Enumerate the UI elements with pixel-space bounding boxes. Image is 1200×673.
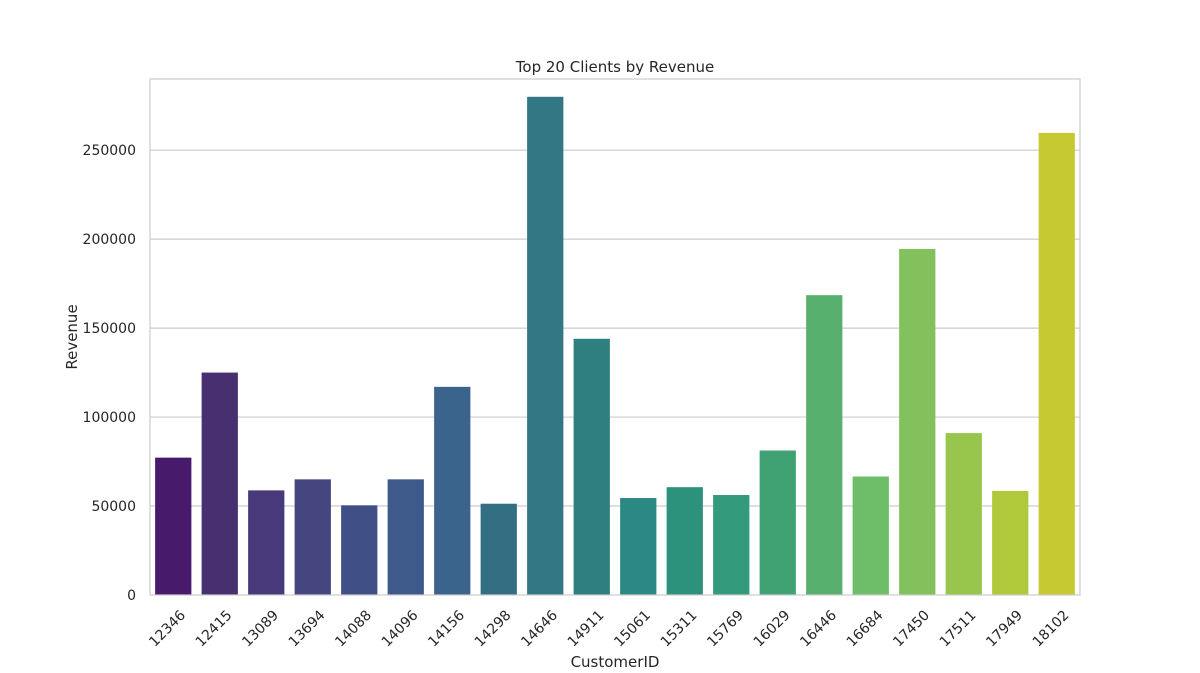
x-tick-label: 14911: [565, 607, 608, 650]
x-tick-label: 16029: [751, 607, 794, 650]
bar-14096: [387, 479, 424, 595]
x-axis-ticks: 12346 12415 13089 13694 14088 14096 14156 14298…: [146, 607, 1072, 650]
y-tick-label: 200000: [83, 232, 136, 248]
x-tick-label: 12415: [193, 607, 236, 650]
bar-15311: [666, 487, 703, 595]
gridlines: [150, 149, 1080, 507]
bar-14088: [341, 505, 378, 595]
x-tick-label: 14088: [332, 607, 375, 650]
plot-frame: [149, 78, 1081, 596]
bar-17949: [992, 490, 1029, 595]
bar-15061: [620, 498, 657, 595]
bar-14911: [573, 338, 610, 595]
y-tick-label: 150000: [83, 321, 136, 337]
x-tick-label: 15311: [658, 607, 701, 650]
x-tick-label: 14156: [425, 607, 468, 650]
bar-14646: [527, 96, 564, 596]
x-tick-label: 13089: [239, 607, 282, 650]
x-tick-label: 17949: [983, 607, 1026, 650]
bar-13694: [294, 479, 331, 595]
x-tick-label: 18102: [1030, 607, 1073, 650]
y-tick-label: 50000: [91, 499, 136, 515]
bar-16446: [806, 295, 843, 595]
bar-18102: [1038, 132, 1075, 596]
bar-12346: [155, 457, 192, 595]
bar-17450: [899, 248, 936, 595]
x-tick-label: 14096: [379, 607, 422, 650]
bar-16684: [852, 476, 889, 595]
x-tick-label: 14298: [472, 607, 515, 650]
bar-16029: [759, 450, 796, 595]
x-tick-label: 16684: [844, 607, 887, 650]
bar-17511: [945, 433, 982, 595]
x-axis-label: CustomerID: [571, 653, 660, 669]
bar-14298: [480, 503, 517, 595]
bar-12415: [201, 372, 238, 595]
bar-15769: [713, 495, 750, 595]
x-tick-label: 15061: [611, 607, 654, 650]
x-tick-label: 17450: [890, 607, 933, 650]
bar-13089: [248, 490, 285, 595]
y-tick-label: 100000: [83, 410, 136, 426]
bar-14156: [434, 386, 471, 595]
x-tick-label: 14646: [518, 607, 561, 650]
y-axis-ticks: 0 50000 100000 150000 200000 250000: [83, 143, 136, 604]
x-tick-label: 16446: [797, 607, 840, 650]
bars: [155, 96, 1075, 596]
x-tick-label: 15769: [704, 607, 747, 650]
x-tick-label: 17511: [937, 607, 980, 650]
y-axis-label: Revenue: [63, 304, 81, 369]
chart-title: Top 20 Clients by Revenue: [515, 58, 714, 76]
x-tick-label: 13694: [286, 607, 329, 650]
y-tick-label: 0: [127, 588, 136, 604]
x-tick-label: 12346: [146, 607, 189, 650]
y-tick-label: 250000: [83, 143, 136, 159]
